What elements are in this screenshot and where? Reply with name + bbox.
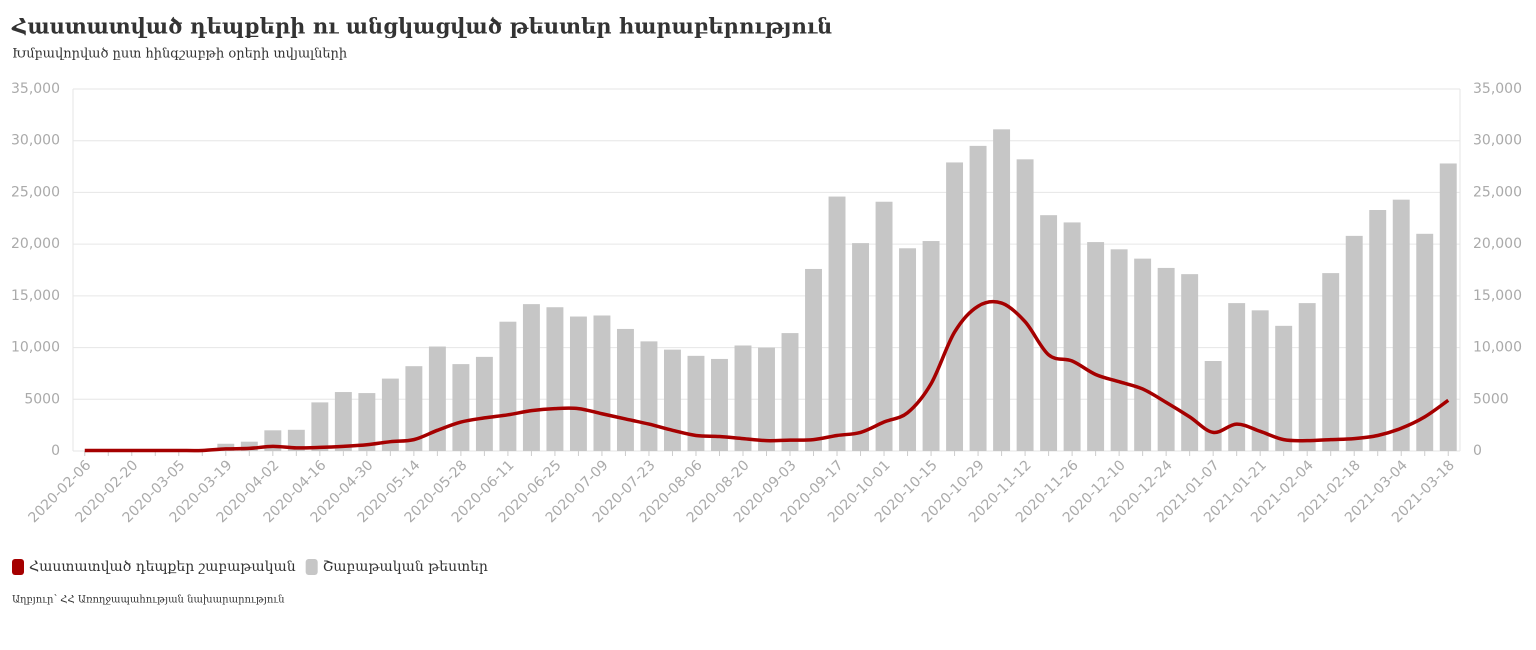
bar bbox=[828, 196, 846, 451]
bar bbox=[1275, 325, 1293, 451]
bar bbox=[546, 307, 564, 451]
bar bbox=[499, 321, 517, 451]
y-tick-label: 20,000 bbox=[11, 236, 60, 252]
bar bbox=[428, 346, 446, 451]
bar bbox=[640, 341, 658, 451]
bar bbox=[311, 402, 329, 451]
bar bbox=[381, 378, 399, 451]
bar bbox=[758, 347, 775, 451]
bar bbox=[334, 392, 352, 451]
bar bbox=[1181, 274, 1199, 451]
bar bbox=[711, 358, 728, 451]
bar bbox=[1345, 235, 1363, 451]
y2-tick-label: 25,000 bbox=[1473, 184, 1522, 200]
bar bbox=[405, 366, 423, 451]
bar bbox=[1087, 242, 1105, 451]
bar bbox=[1204, 361, 1222, 451]
legend-label: Հաստատված դեպքեր շաբաթական bbox=[29, 559, 296, 575]
bar bbox=[1040, 215, 1058, 451]
bar bbox=[358, 393, 376, 451]
bar bbox=[899, 248, 917, 451]
y-tick-label: 35,000 bbox=[11, 81, 60, 97]
legend-swatch bbox=[12, 559, 24, 575]
bar bbox=[687, 355, 705, 451]
bar bbox=[946, 162, 964, 452]
bar bbox=[240, 441, 258, 451]
bar bbox=[734, 345, 752, 451]
bar bbox=[993, 129, 1011, 451]
bar bbox=[616, 328, 634, 451]
bar bbox=[852, 243, 869, 451]
bar bbox=[1016, 159, 1034, 451]
bar bbox=[1251, 310, 1269, 451]
chart-title: Հաստատված դեպքերի ու անցկացված թեստեր հա… bbox=[11, 14, 832, 39]
bar bbox=[805, 268, 822, 451]
chart-subtitle: Խմբավորված ըստ հինգշաբթի օրերի տվյալների bbox=[12, 47, 347, 62]
bar bbox=[1157, 267, 1175, 451]
bar bbox=[522, 304, 540, 451]
y-tick-label: 0 bbox=[51, 443, 60, 459]
bar bbox=[969, 145, 987, 451]
bar bbox=[922, 241, 940, 451]
y-tick-label: 30,000 bbox=[11, 133, 60, 149]
bar bbox=[1439, 163, 1457, 451]
legend-label: Շաբաթական թեստեր bbox=[323, 559, 488, 575]
bar bbox=[1298, 303, 1316, 451]
bar bbox=[1322, 273, 1340, 451]
y2-tick-label: 30,000 bbox=[1473, 133, 1522, 149]
legend-item: Շաբաթական թեստեր bbox=[305, 559, 488, 575]
y-tick-label: 10,000 bbox=[11, 340, 60, 356]
bar bbox=[1063, 222, 1081, 451]
y2-tick-label: 0 bbox=[1473, 443, 1482, 459]
bar bbox=[593, 315, 611, 451]
y2-tick-label: 20,000 bbox=[1473, 236, 1522, 252]
line bbox=[84, 299, 1450, 453]
y-tick-label: 25,000 bbox=[11, 184, 60, 200]
y-tick-label: 15,000 bbox=[11, 288, 60, 304]
bar bbox=[1110, 249, 1128, 451]
bar bbox=[475, 356, 493, 451]
bar bbox=[452, 364, 470, 451]
bar bbox=[287, 429, 305, 451]
bar bbox=[781, 333, 799, 451]
bar bbox=[1392, 199, 1410, 451]
legend-swatch bbox=[305, 559, 318, 575]
bar bbox=[664, 349, 681, 451]
y2-tick-label: 35,000 bbox=[1473, 81, 1522, 97]
legend-item: Հաստատված դեպքեր շաբաթական bbox=[12, 559, 296, 575]
y2-tick-label: 5000 bbox=[1473, 391, 1509, 407]
y2-tick-label: 10,000 bbox=[1473, 340, 1522, 356]
y2-tick-label: 15,000 bbox=[1473, 288, 1522, 304]
y-tick-label: 5000 bbox=[24, 391, 60, 407]
bar bbox=[1134, 258, 1152, 451]
bar bbox=[1416, 233, 1434, 451]
bar bbox=[875, 201, 893, 451]
bar bbox=[1369, 210, 1387, 451]
source: Աղբյուր՝ ՀՀ Առողջապահության նախարարությո… bbox=[12, 595, 285, 606]
bar bbox=[1228, 303, 1246, 451]
bar bbox=[569, 316, 587, 451]
